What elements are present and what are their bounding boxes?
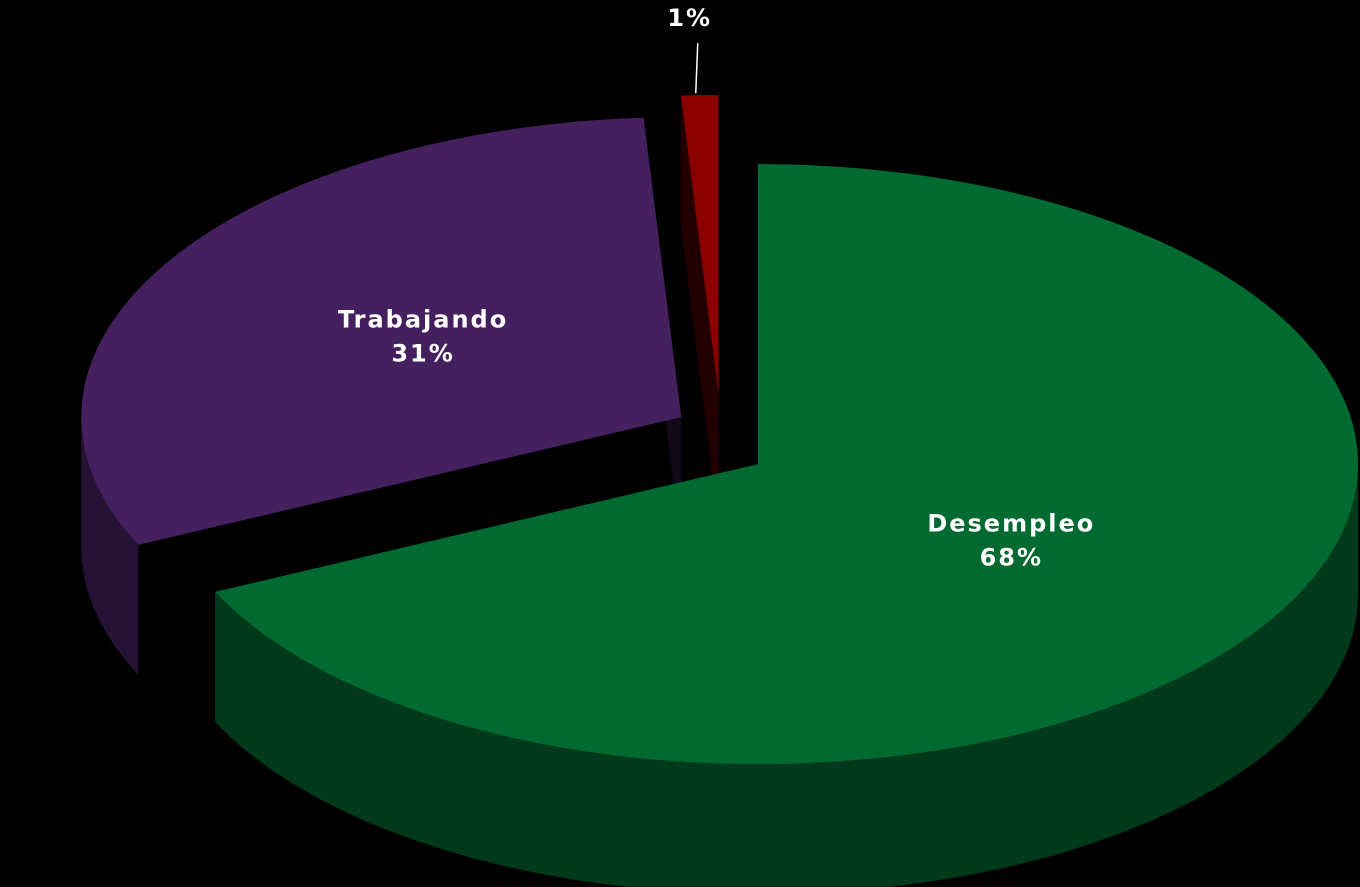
slice-side xyxy=(215,464,1358,887)
slice xyxy=(215,164,1358,765)
slice-value-label: 68% xyxy=(980,543,1043,571)
slice-label: Desempleo xyxy=(927,509,1095,537)
slice xyxy=(81,117,682,545)
slice-wall xyxy=(680,95,719,526)
slice-value-label: 31% xyxy=(391,340,454,368)
slice-side xyxy=(81,417,139,675)
slice xyxy=(680,95,719,396)
leader-line xyxy=(694,43,699,94)
slice-value-label: 1% xyxy=(667,4,712,32)
slice-label: Trabajando xyxy=(338,306,508,334)
